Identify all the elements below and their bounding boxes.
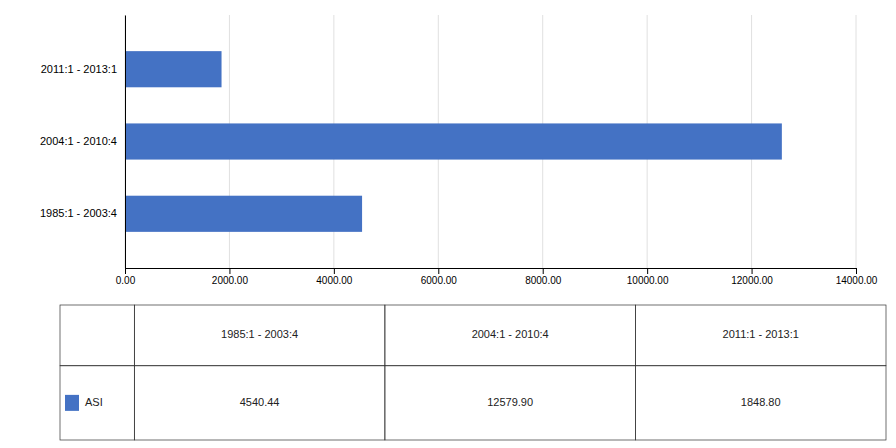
grid-line: [856, 15, 857, 268]
tick-mark: [647, 268, 648, 274]
x-tick: 14000.00: [836, 268, 878, 286]
tick-label: 2011:1 - 2013:1: [41, 63, 117, 75]
tick-label: 8000.00: [525, 275, 562, 286]
table-header: 2004:1 - 2010:4: [472, 328, 549, 340]
chart: 0.00 2000.00 4000.00 6000.00 8000.00 10000.00…: [0, 0, 896, 448]
x-tick: 4000.00: [316, 268, 353, 286]
tick-label: 6000.00: [421, 275, 458, 286]
bar: [125, 123, 782, 159]
axis-line: [125, 16, 126, 269]
table-cell: [134, 366, 385, 440]
data-label: 1848.80: [741, 396, 781, 408]
tick-mark: [229, 268, 230, 274]
grid: [125, 15, 856, 268]
y-tick: 2011:1 - 2013:1: [41, 63, 117, 75]
table-cell: [60, 305, 134, 366]
grid-line: [125, 15, 126, 268]
y-axis: 1985:1 - 2003:4 2004:1 - 2010:4 2011:1 - 2…: [40, 16, 126, 269]
tick-label: 2000.00: [212, 275, 249, 286]
axis-line: [126, 268, 857, 269]
tick-label: 0.00: [116, 275, 136, 286]
legend-swatch: [65, 395, 79, 411]
table-cell: [134, 305, 385, 366]
table-header: 2011:1 - 2013:1: [723, 328, 799, 340]
x-tick: 10000.00: [627, 268, 669, 286]
x-axis: 0.00 2000.00 4000.00 6000.00 8000.00 10000.00…: [116, 268, 878, 286]
tick-label: 4000.00: [316, 275, 353, 286]
x-tick: 12000.00: [731, 268, 773, 286]
table-header: 1985:1 - 2003:4: [221, 328, 298, 340]
table-cell: [635, 366, 886, 440]
table-cell: [60, 366, 134, 440]
table-cell: [635, 305, 886, 366]
bar: [125, 196, 362, 232]
plot: 0.00 2000.00 4000.00 6000.00 8000.00 10000.00…: [40, 15, 878, 286]
tick-mark: [543, 268, 544, 274]
tick-mark: [125, 268, 126, 274]
bar: [125, 51, 222, 87]
x-tick: 2000.00: [212, 268, 249, 286]
x-tick: 6000.00: [421, 268, 458, 286]
tick-mark: [334, 268, 335, 274]
data-table: 1985:1 - 2003:4 2004:1 - 2010:4 2011:1 - 2…: [60, 305, 886, 440]
tick-mark: [856, 268, 857, 274]
tick-label: 1985:1 - 2003:4: [40, 207, 117, 219]
data-label: 12579.90: [487, 396, 533, 408]
tick-label: 12000.00: [731, 275, 773, 286]
bars: [125, 51, 782, 232]
table-cell: [385, 305, 636, 366]
tick-label: 10000.00: [627, 275, 669, 286]
tick-label: 14000.00: [836, 275, 878, 286]
series-label: ASI: [85, 396, 103, 408]
y-tick: 1985:1 - 2003:4: [40, 207, 117, 219]
x-tick: 0.00: [116, 268, 136, 286]
y-tick: 2004:1 - 2010:4: [40, 135, 117, 147]
tick-mark: [438, 268, 439, 274]
tick-label: 2004:1 - 2010:4: [40, 135, 117, 147]
data-label: 4540.44: [240, 396, 280, 408]
x-tick: 8000.00: [525, 268, 562, 286]
table-cell: [385, 366, 636, 440]
tick-mark: [752, 268, 753, 274]
